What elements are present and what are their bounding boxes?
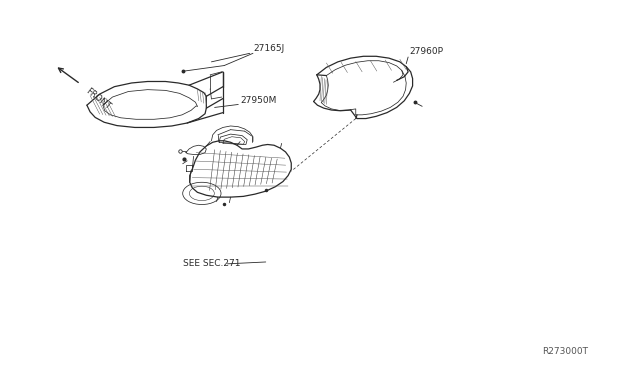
Text: R273000T: R273000T	[542, 346, 588, 356]
Text: 27950M: 27950M	[240, 96, 276, 105]
Text: 27960P: 27960P	[410, 48, 444, 57]
Text: 27165J: 27165J	[253, 44, 284, 53]
Text: SEE SEC.271: SEE SEC.271	[182, 259, 240, 268]
Text: FRONT: FRONT	[84, 87, 112, 112]
